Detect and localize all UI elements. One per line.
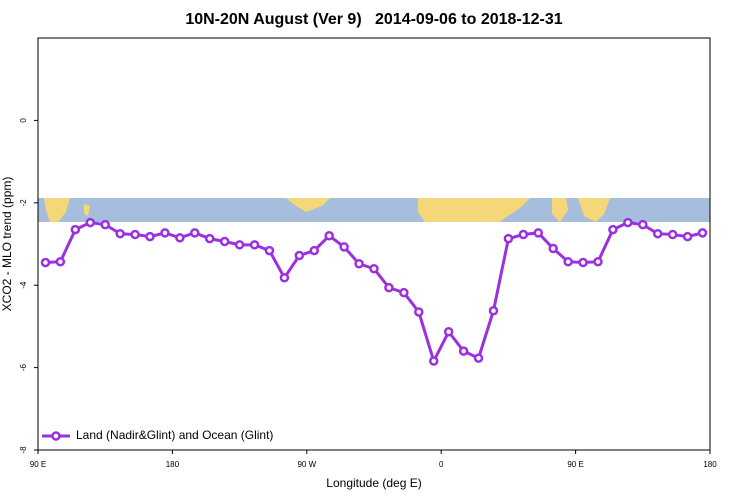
point xyxy=(578,257,588,268)
point xyxy=(145,231,155,242)
legend-marker xyxy=(51,431,61,441)
land xyxy=(578,198,610,222)
point xyxy=(70,224,81,235)
x-tick-label: 180 xyxy=(703,460,717,469)
point xyxy=(324,231,334,241)
point xyxy=(563,256,573,267)
point xyxy=(667,229,678,240)
land xyxy=(44,198,70,222)
y-tick-label: 0 xyxy=(19,118,28,123)
point xyxy=(279,273,290,283)
point xyxy=(160,228,170,238)
y-tick-label: -8 xyxy=(19,446,28,454)
y-tick-label: -6 xyxy=(19,363,28,371)
point xyxy=(204,233,215,244)
point xyxy=(548,243,558,254)
point xyxy=(518,229,529,240)
chart-title: 10N-20N August (Ver 9) 2014-09-06 to 201… xyxy=(185,11,562,28)
point xyxy=(219,236,230,247)
ocean xyxy=(38,198,710,222)
point xyxy=(682,231,693,242)
y-tick-label: -4 xyxy=(19,281,28,289)
point xyxy=(399,287,409,298)
land xyxy=(286,198,330,212)
point xyxy=(623,217,633,228)
land xyxy=(418,198,530,222)
point xyxy=(249,240,260,250)
point xyxy=(190,228,200,238)
point xyxy=(85,217,96,228)
point xyxy=(55,256,66,267)
x-tick-label: 90 E xyxy=(567,460,583,469)
y-tick-label: -2 xyxy=(19,199,28,207)
point xyxy=(354,259,364,269)
point xyxy=(294,250,305,261)
point xyxy=(339,242,349,252)
point xyxy=(697,228,708,238)
point xyxy=(652,228,663,239)
x-tick-label: 180 xyxy=(166,460,180,469)
point xyxy=(638,219,648,230)
point xyxy=(309,245,320,256)
point xyxy=(130,229,140,240)
point xyxy=(414,307,424,317)
x-tick-label: 90 E xyxy=(30,460,46,469)
map-band xyxy=(38,198,710,222)
point xyxy=(428,356,439,366)
point xyxy=(473,353,484,363)
point xyxy=(234,240,245,250)
x-tick-label: 0 xyxy=(439,460,444,469)
point xyxy=(384,282,394,293)
legend-label: Land (Nadir&Glint) and Ocean (Glint) xyxy=(76,428,273,442)
point xyxy=(264,245,275,256)
y-axis-label: XCO2 - MLO trend (ppm) xyxy=(0,177,14,312)
land xyxy=(552,198,568,222)
land xyxy=(84,204,90,216)
plot-frame xyxy=(37,37,711,451)
point xyxy=(115,228,125,239)
point xyxy=(100,219,110,230)
point xyxy=(40,257,51,268)
point xyxy=(503,233,514,244)
point xyxy=(175,233,185,243)
point xyxy=(593,256,603,267)
point xyxy=(533,228,544,238)
x-axis-label: Longitude (deg E) xyxy=(326,476,421,490)
point xyxy=(443,327,454,337)
point xyxy=(488,305,499,316)
point xyxy=(369,263,379,274)
point xyxy=(608,224,618,235)
point xyxy=(458,346,469,356)
x-tick-label: 90 W xyxy=(297,460,316,469)
